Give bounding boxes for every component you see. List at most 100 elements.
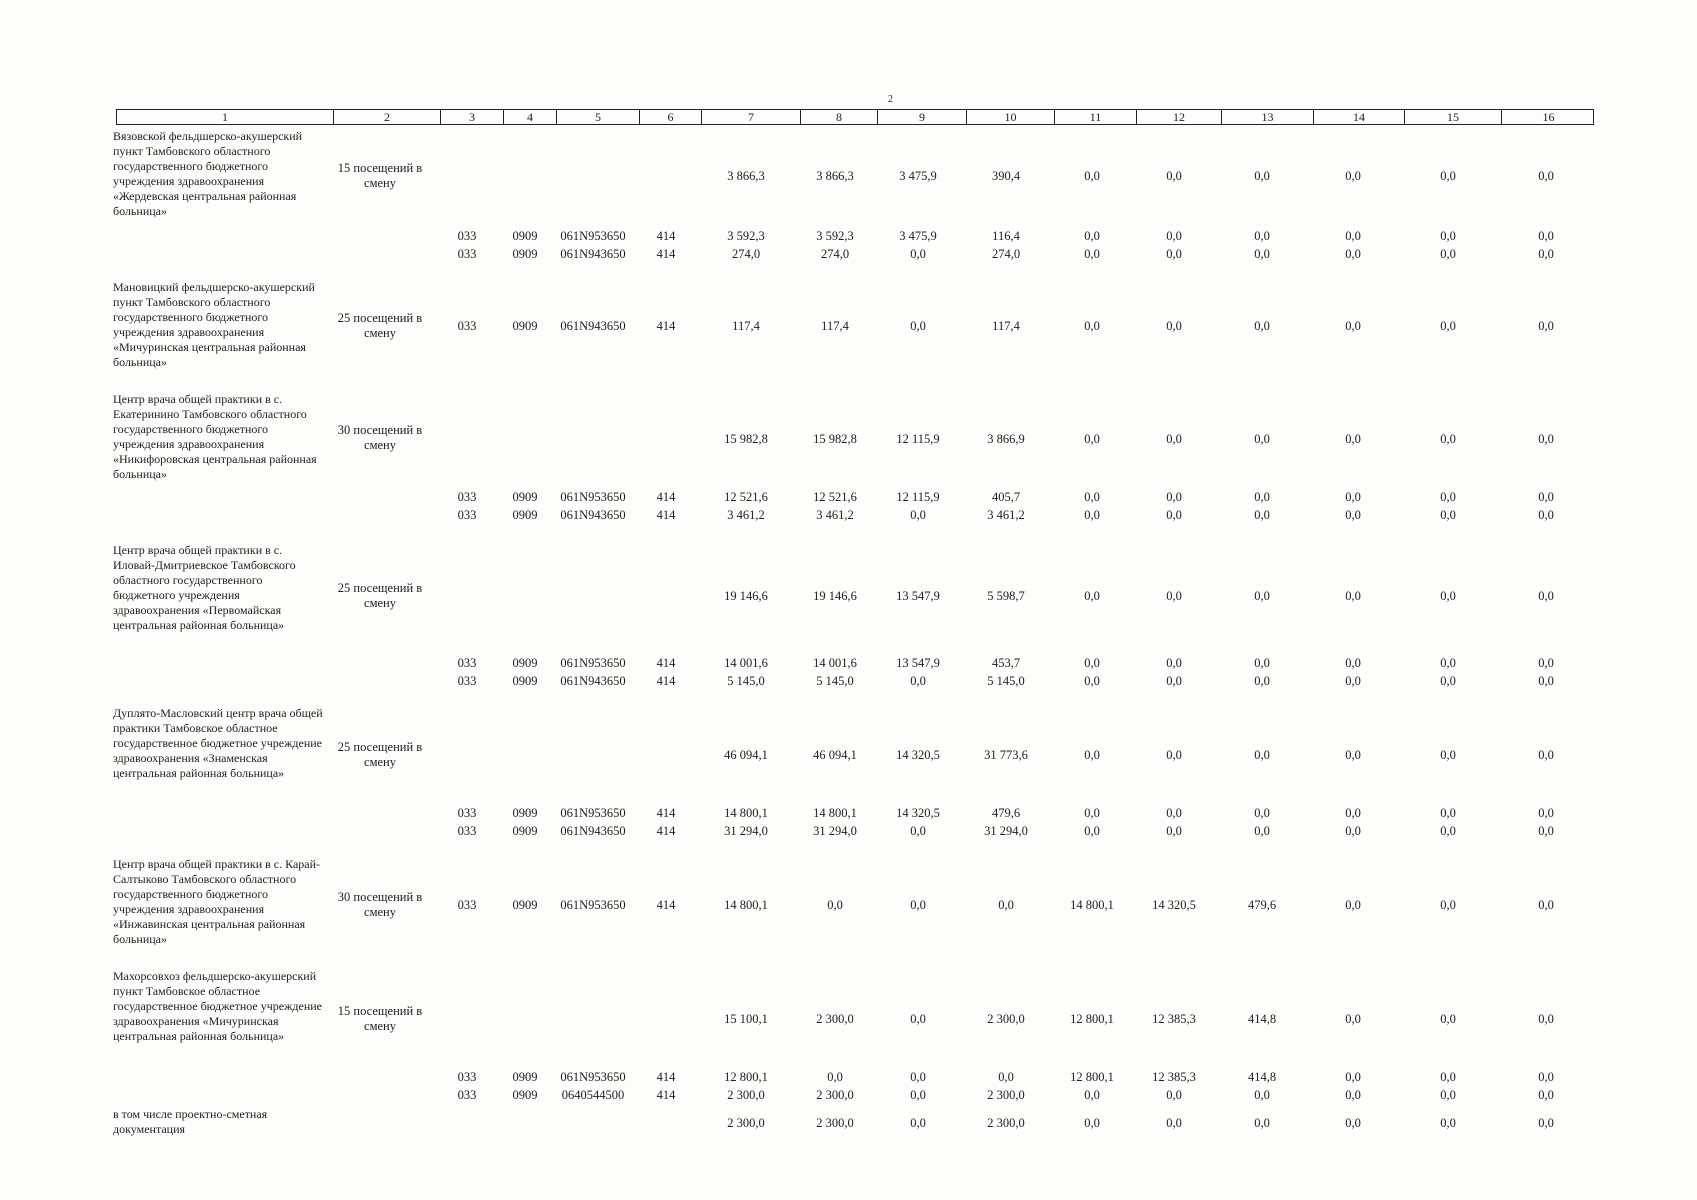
- block-1-subrow-2-code-3: 033: [457, 247, 477, 261]
- block-4-subrow-1-value-col-8: 14 001,6: [813, 656, 857, 670]
- block-1-subrow-2-code-5: 061N943650: [560, 247, 626, 261]
- block-4-subrow-2-code-3: 033: [457, 674, 477, 688]
- block-1-subrow-2-code-6: 414: [656, 247, 676, 261]
- block-1-total-value-col-9: 3 475,9: [899, 169, 937, 183]
- header-col-3: 3: [440, 110, 503, 124]
- block-1-subrow-1-code-6: 414: [656, 229, 676, 243]
- block-5-subrow-2-value-col-11: 0,0: [1084, 824, 1100, 838]
- block-5-subrow-1-code-3: 033: [457, 806, 477, 820]
- block-2-total-value-col-16: 0,0: [1538, 319, 1554, 333]
- table-header-row: 1 2 3 4 5 6 7 8 9 10 11 12 13 14 15 16: [116, 109, 1594, 125]
- block-4-total-value-col-15: 0,0: [1440, 589, 1456, 603]
- block-3-subrow-1-value-col-16: 0,0: [1538, 490, 1554, 504]
- block-4-subrow-2-value-col-8: 5 145,0: [816, 674, 854, 688]
- block-1-subrow-1-value-col-9: 3 475,9: [899, 229, 937, 243]
- block-1-subrow-1-value-col-14: 0,0: [1345, 229, 1361, 243]
- block-7-subrow-2-value-col-10: 2 300,0: [987, 1088, 1025, 1102]
- block-5-subrow-2-value-col-9: 0,0: [910, 824, 926, 838]
- block-1-subrow-1-value-col-15: 0,0: [1440, 229, 1456, 243]
- block-2-total-code-4: 0909: [512, 319, 538, 333]
- block-6-total-code-6: 414: [656, 898, 676, 912]
- block-1-subrow-2-value-col-13: 0,0: [1254, 247, 1270, 261]
- block-4-subrow-1-code-5: 061N953650: [560, 656, 626, 670]
- block-5-total-value-col-14: 0,0: [1345, 748, 1361, 762]
- block-5-total-value-col-10: 31 773,6: [984, 748, 1028, 762]
- block-7-subrow-1-code-5: 061N953650: [560, 1070, 626, 1084]
- block-7-total-value-col-7: 15 100,1: [724, 1012, 768, 1026]
- block-5-subrow-2-code-6: 414: [656, 824, 676, 838]
- block-7-subrow-2-code-4: 0909: [512, 1088, 538, 1102]
- block-2-total-value-col-7: 117,4: [732, 319, 760, 333]
- block-1-subrow-1-value-col-13: 0,0: [1254, 229, 1270, 243]
- header-col-5: 5: [556, 110, 639, 124]
- block-1-subrow-2-value-col-16: 0,0: [1538, 247, 1554, 261]
- block-3-subrow-2-value-col-8: 3 461,2: [816, 508, 854, 522]
- block-3-subrow-1-value-col-8: 12 521,6: [813, 490, 857, 504]
- block-2-total-code-6: 414: [656, 319, 676, 333]
- facility-name: Центр врача общей практики в с. Карай-Са…: [113, 857, 321, 946]
- block-4-subrow-2-value-col-13: 0,0: [1254, 674, 1270, 688]
- block-5-total-value-col-12: 0,0: [1166, 748, 1182, 762]
- facility-capacity: 25 посещений в смену: [337, 311, 423, 340]
- block-2-total-value-col-9: 0,0: [910, 319, 926, 333]
- block-5-subrow-2-value-col-10: 31 294,0: [984, 824, 1028, 838]
- block-4-total-value-col-16: 0,0: [1538, 589, 1554, 603]
- block-1-subrow-1-code-4: 0909: [512, 229, 538, 243]
- block-7-total-value-col-14: 0,0: [1345, 1012, 1361, 1026]
- block-2-total-value-col-14: 0,0: [1345, 319, 1361, 333]
- block-6-total-code-3: 033: [457, 898, 477, 912]
- header-col-2: 2: [333, 110, 440, 124]
- footer-value-col-14: 0,0: [1345, 1116, 1361, 1130]
- block-4-subrow-1-value-col-13: 0,0: [1254, 656, 1270, 670]
- block-5-subrow-1-value-col-8: 14 800,1: [813, 806, 857, 820]
- block-1-total-value-col-13: 0,0: [1254, 169, 1270, 183]
- block-5-subrow-1-value-col-16: 0,0: [1538, 806, 1554, 820]
- block-7-total-value-col-8: 2 300,0: [816, 1012, 854, 1026]
- block-1-subrow-1-code-5: 061N953650: [560, 229, 626, 243]
- block-5-subrow-2-value-col-12: 0,0: [1166, 824, 1182, 838]
- block-3-total-value-col-8: 15 982,8: [813, 432, 857, 446]
- block-4-subrow-1-value-col-11: 0,0: [1084, 656, 1100, 670]
- block-3-subrow-1-code-3: 033: [457, 490, 477, 504]
- block-1-subrow-1-value-col-11: 0,0: [1084, 229, 1100, 243]
- block-7-subrow-1-value-col-8: 0,0: [827, 1070, 843, 1084]
- block-5-subrow-1-value-col-11: 0,0: [1084, 806, 1100, 820]
- block-3-subrow-1-code-4: 0909: [512, 490, 538, 504]
- footer-value-col-11: 0,0: [1084, 1116, 1100, 1130]
- block-3-total-value-col-9: 12 115,9: [896, 432, 940, 446]
- block-7-total-value-col-10: 2 300,0: [987, 1012, 1025, 1026]
- block-6-total-value-col-10: 0,0: [998, 898, 1014, 912]
- header-col-12: 12: [1136, 110, 1221, 124]
- block-1-total-value-col-14: 0,0: [1345, 169, 1361, 183]
- block-6-total-value-col-11: 14 800,1: [1070, 898, 1114, 912]
- block-3-subrow-1-value-col-14: 0,0: [1345, 490, 1361, 504]
- block-5-subrow-1-value-col-13: 0,0: [1254, 806, 1270, 820]
- block-4-total-value-col-10: 5 598,7: [987, 589, 1025, 603]
- block-7-total-value-col-12: 12 385,3: [1152, 1012, 1196, 1026]
- block-5-subrow-2-value-col-13: 0,0: [1254, 824, 1270, 838]
- block-1-total-value-col-8: 3 866,3: [816, 169, 854, 183]
- block-3-subrow-2-code-4: 0909: [512, 508, 538, 522]
- facility-capacity: 25 посещений в смену: [337, 740, 423, 769]
- block-4-subrow-2-value-col-15: 0,0: [1440, 674, 1456, 688]
- footer-value-col-10: 2 300,0: [987, 1116, 1025, 1130]
- block-4-total-value-col-13: 0,0: [1254, 589, 1270, 603]
- facility-name: Вязовской фельдшерско-акушерский пункт Т…: [113, 129, 303, 218]
- block-3-total-value-col-15: 0,0: [1440, 432, 1456, 446]
- block-7-subrow-2-value-col-16: 0,0: [1538, 1088, 1554, 1102]
- footer-row-label: в том числе проектно-сметная документаци…: [113, 1107, 268, 1136]
- block-5-total-value-col-15: 0,0: [1440, 748, 1456, 762]
- block-1-subrow-2-value-col-15: 0,0: [1440, 247, 1456, 261]
- block-4-total-value-col-8: 19 146,6: [813, 589, 857, 603]
- page-number: 2: [888, 94, 893, 105]
- block-7-subrow-2-value-col-12: 0,0: [1166, 1088, 1182, 1102]
- block-4-subrow-2-value-col-12: 0,0: [1166, 674, 1182, 688]
- block-6-total-value-col-16: 0,0: [1538, 898, 1554, 912]
- block-7-subrow-1-value-col-7: 12 800,1: [724, 1070, 768, 1084]
- footer-value-col-7: 2 300,0: [727, 1116, 765, 1130]
- block-1-subrow-1-value-col-16: 0,0: [1538, 229, 1554, 243]
- block-5-subrow-1-value-col-10: 479,6: [991, 806, 1021, 820]
- block-7-subrow-2-value-col-11: 0,0: [1084, 1088, 1100, 1102]
- header-col-6: 6: [639, 110, 701, 124]
- block-4-total-value-col-7: 19 146,6: [724, 589, 768, 603]
